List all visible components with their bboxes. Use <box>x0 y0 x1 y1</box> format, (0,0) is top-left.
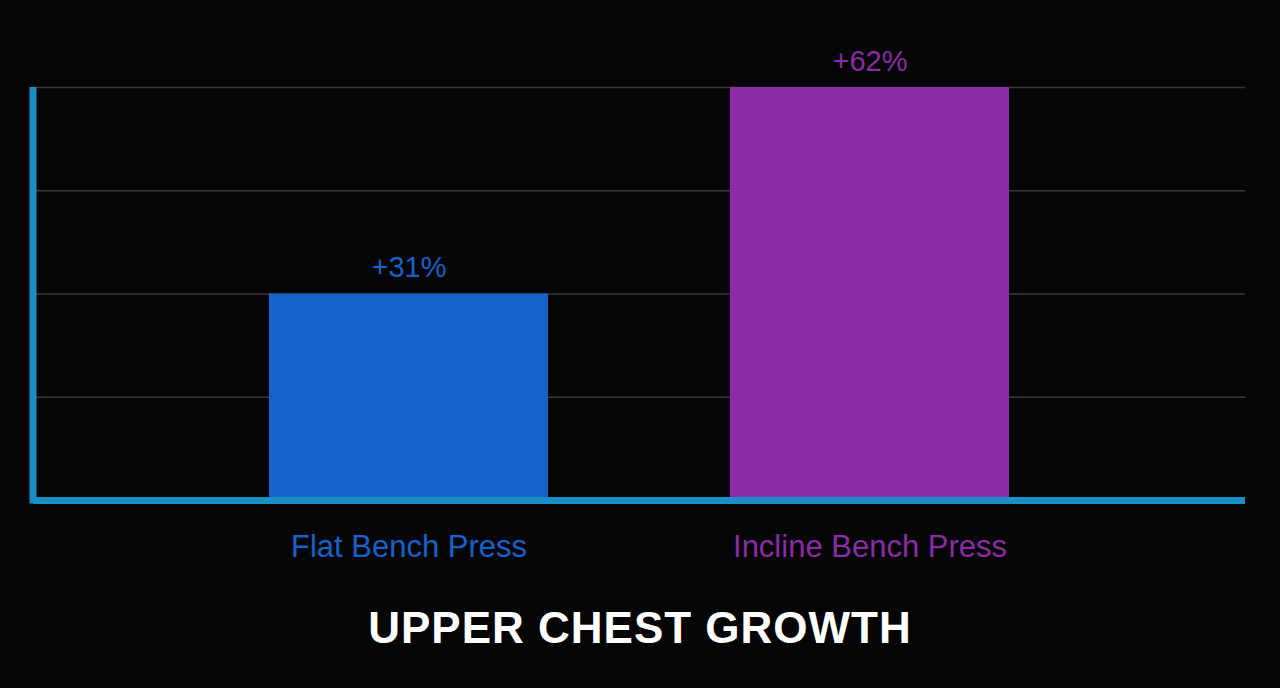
svg-text:Incline Bench Press: Incline Bench Press <box>733 529 1007 564</box>
html-text:UPPER CHEST GROWTH: UPPER CHEST GROWTH <box>368 603 912 652</box>
svg-text:Flat Bench Press: Flat Bench Press <box>291 529 527 564</box>
svg-text:+31%: +31% <box>372 251 447 283</box>
svg-text:+62%: +62% <box>833 45 908 77</box>
